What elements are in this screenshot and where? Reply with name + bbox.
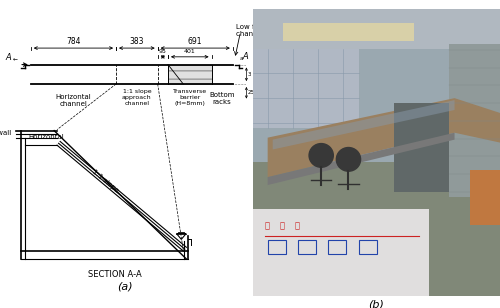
Text: (a): (a) (117, 282, 133, 292)
Bar (252, 162, 500, 296)
Text: 建  材  箱: 建 材 箱 (264, 221, 300, 230)
Bar (470, 170, 500, 225)
Text: 250: 250 (248, 90, 258, 95)
Bar (252, 209, 430, 296)
Text: $_{\mathsf{a}}A$: $_{\mathsf{a}}A$ (238, 50, 250, 63)
Text: 383: 383 (130, 37, 144, 46)
Text: 95: 95 (159, 49, 167, 55)
Polygon shape (268, 98, 500, 177)
Text: Low flow
channel (LFC): Low flow channel (LFC) (236, 24, 284, 37)
Bar (283, 23, 414, 41)
Bar (252, 49, 358, 128)
Circle shape (336, 148, 360, 171)
Text: Transverse
barrier
(H=8mm): Transverse barrier (H=8mm) (172, 89, 207, 106)
Text: SECTION A-A: SECTION A-A (88, 270, 142, 279)
Bar (268, 240, 286, 254)
Text: 401: 401 (184, 49, 196, 55)
Text: 1:1 slope: 1:1 slope (92, 168, 120, 193)
Text: Bottom
racks: Bottom racks (210, 92, 235, 105)
Bar (252, 9, 500, 49)
Text: Horizontal
channel: Horizontal channel (56, 94, 92, 107)
Text: Side wall: Side wall (0, 130, 12, 136)
Text: $A_{\mathsf{\leftarrow}}$: $A_{\mathsf{\leftarrow}}$ (6, 51, 19, 63)
Text: Horizontal: Horizontal (29, 134, 64, 140)
Bar (168, 65, 212, 84)
Bar (394, 103, 450, 192)
Bar (298, 240, 316, 254)
Polygon shape (272, 100, 454, 149)
Text: 691: 691 (188, 37, 202, 46)
Text: (b): (b) (368, 300, 384, 308)
Circle shape (309, 144, 334, 167)
Bar (358, 240, 377, 254)
Text: 3: 3 (248, 72, 252, 77)
Bar (328, 240, 346, 254)
Text: 784: 784 (66, 37, 80, 46)
Bar (252, 9, 500, 167)
Polygon shape (268, 133, 454, 185)
Bar (450, 44, 500, 197)
Text: 1:1 slope
approach
channel: 1:1 slope approach channel (122, 89, 152, 106)
